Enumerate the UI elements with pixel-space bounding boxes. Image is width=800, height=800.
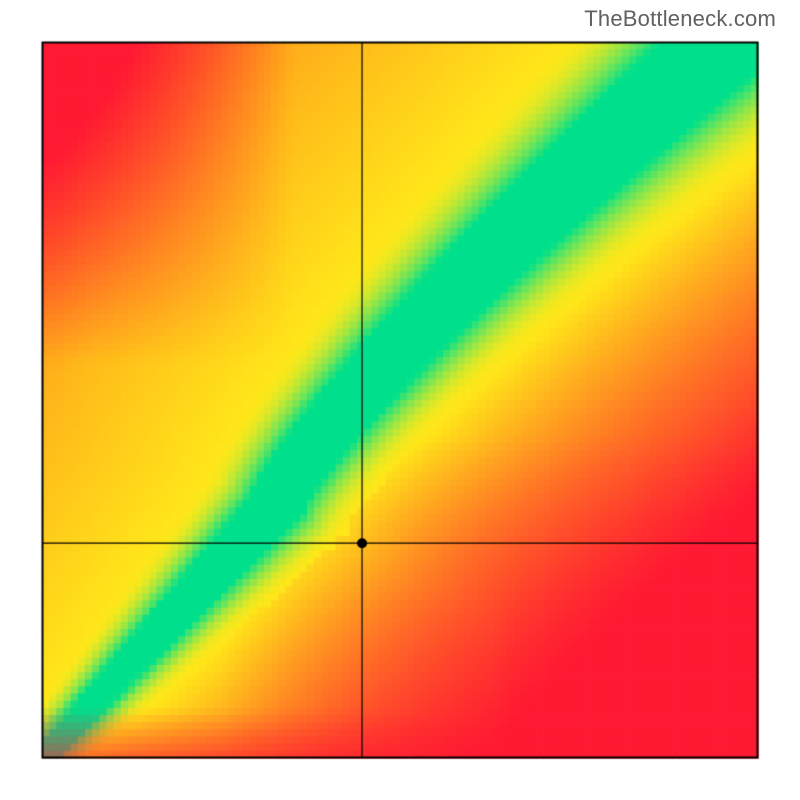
watermark-text: TheBottleneck.com: [584, 6, 776, 32]
bottleneck-heatmap: [0, 0, 800, 800]
chart-container: TheBottleneck.com: [0, 0, 800, 800]
